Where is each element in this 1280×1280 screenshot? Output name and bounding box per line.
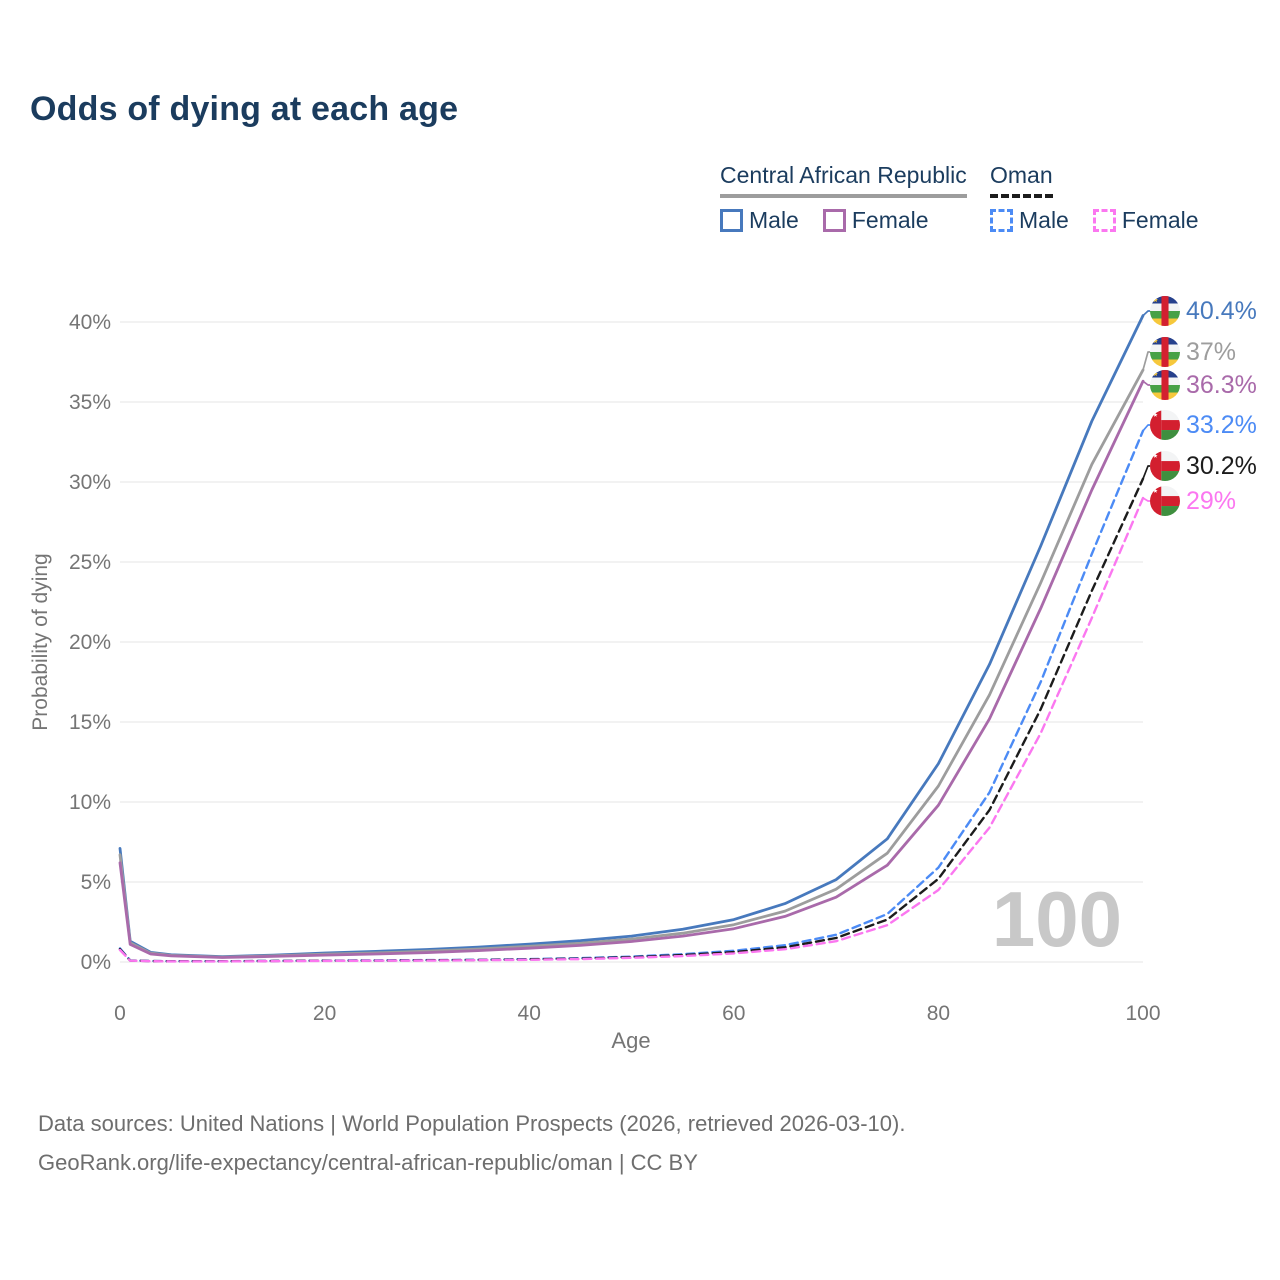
x-tick-label: 0 xyxy=(114,1002,126,1025)
x-axis-title: Age xyxy=(611,1028,650,1053)
y-tick-label: 10% xyxy=(69,791,111,814)
y-tick-label: 25% xyxy=(69,551,111,574)
oman-flag-icon xyxy=(1150,451,1180,481)
tick-labels: 0% 5% 10% 15% 20% 25% 30% 35% 40% 0 20 40 60 80 100 xyxy=(69,311,1161,1025)
x-tick-label: 100 xyxy=(1125,1002,1160,1025)
oman-flag-icon xyxy=(1150,486,1180,516)
central-african-republic-flag-icon xyxy=(1150,337,1180,367)
car-male-swatch-icon xyxy=(720,209,743,232)
series-line-central-african-republic-male xyxy=(118,314,1145,959)
oman-female-swatch-icon xyxy=(1092,209,1116,232)
legend-items-oman: Male Female xyxy=(990,207,1199,234)
y-tick-label: 30% xyxy=(69,471,111,494)
legend-country-central-african-republic: Central African Republic xyxy=(720,162,967,198)
data-sources-line: Data sources: United Nations | World Pop… xyxy=(38,1111,906,1136)
end-label-car-both: 37% xyxy=(1150,337,1236,367)
legend-group-central-african-republic: Central African Republic Male Female xyxy=(720,162,967,234)
legend-item-oman-male[interactable]: Male xyxy=(990,207,1069,234)
series-line-central-african-republic-female xyxy=(118,379,1145,959)
legend-group-oman: Oman Male Female xyxy=(990,162,1199,234)
end-label-car-male: 40.4% xyxy=(1150,296,1257,326)
end-label-oman-female: 29% xyxy=(1150,486,1236,516)
y-tick-label: 15% xyxy=(69,711,111,734)
end-label-oman-male: 33.2% xyxy=(1150,410,1257,440)
chart-title: Odds of dying at each age xyxy=(30,90,459,128)
legend-label-car-male: Male xyxy=(749,207,799,233)
legend-item-oman-female[interactable]: Female xyxy=(1092,207,1199,234)
legend-label-oman-male: Male xyxy=(1019,207,1069,233)
x-tick-label: 20 xyxy=(313,1002,336,1025)
legend-label-car-female: Female xyxy=(851,207,929,233)
legend-item-car-male[interactable]: Male xyxy=(720,207,799,234)
footer: Data sources: United Nations | World Pop… xyxy=(38,1104,905,1182)
series-line-oman-female xyxy=(118,496,1145,963)
age-counter-watermark: 100 xyxy=(991,875,1122,963)
legend-country-oman: Oman xyxy=(990,162,1053,198)
x-tick-label: 40 xyxy=(518,1002,541,1025)
legend-item-car-female[interactable]: Female xyxy=(822,207,929,234)
end-value-car-male: 40.4% xyxy=(1186,296,1257,325)
end-label-oman-both: 30.2% xyxy=(1150,451,1257,481)
end-value-oman-male: 33.2% xyxy=(1186,410,1257,439)
y-tick-label: 40% xyxy=(69,311,111,334)
x-tick-label: 80 xyxy=(927,1002,950,1025)
x-tick-label: 60 xyxy=(722,1002,745,1025)
legend-items-car: Male Female xyxy=(720,207,929,234)
end-label-car-female: 36.3% xyxy=(1150,370,1257,400)
oman-male-swatch-icon xyxy=(990,209,1013,232)
y-tick-label: 0% xyxy=(81,951,111,974)
end-value-car-both: 37% xyxy=(1186,337,1237,366)
y-tick-label: 20% xyxy=(69,631,111,654)
car-female-swatch-icon xyxy=(822,209,846,232)
attribution-line: GeoRank.org/life-expectancy/central-afri… xyxy=(38,1150,698,1175)
end-value-oman-female: 29% xyxy=(1186,486,1237,515)
end-value-oman-both: 30.2% xyxy=(1186,451,1257,480)
series-lines xyxy=(118,314,1145,963)
central-african-republic-flag-icon xyxy=(1150,296,1180,326)
end-value-car-female: 36.3% xyxy=(1186,370,1257,399)
gridlines xyxy=(120,321,1143,963)
central-african-republic-flag-icon xyxy=(1150,370,1180,400)
y-axis-title: Probability of dying xyxy=(29,553,52,730)
y-tick-label: 35% xyxy=(69,391,111,414)
oman-flag-icon xyxy=(1150,410,1180,440)
y-tick-label: 5% xyxy=(81,871,111,894)
legend-label-oman-female: Female xyxy=(1121,207,1199,233)
